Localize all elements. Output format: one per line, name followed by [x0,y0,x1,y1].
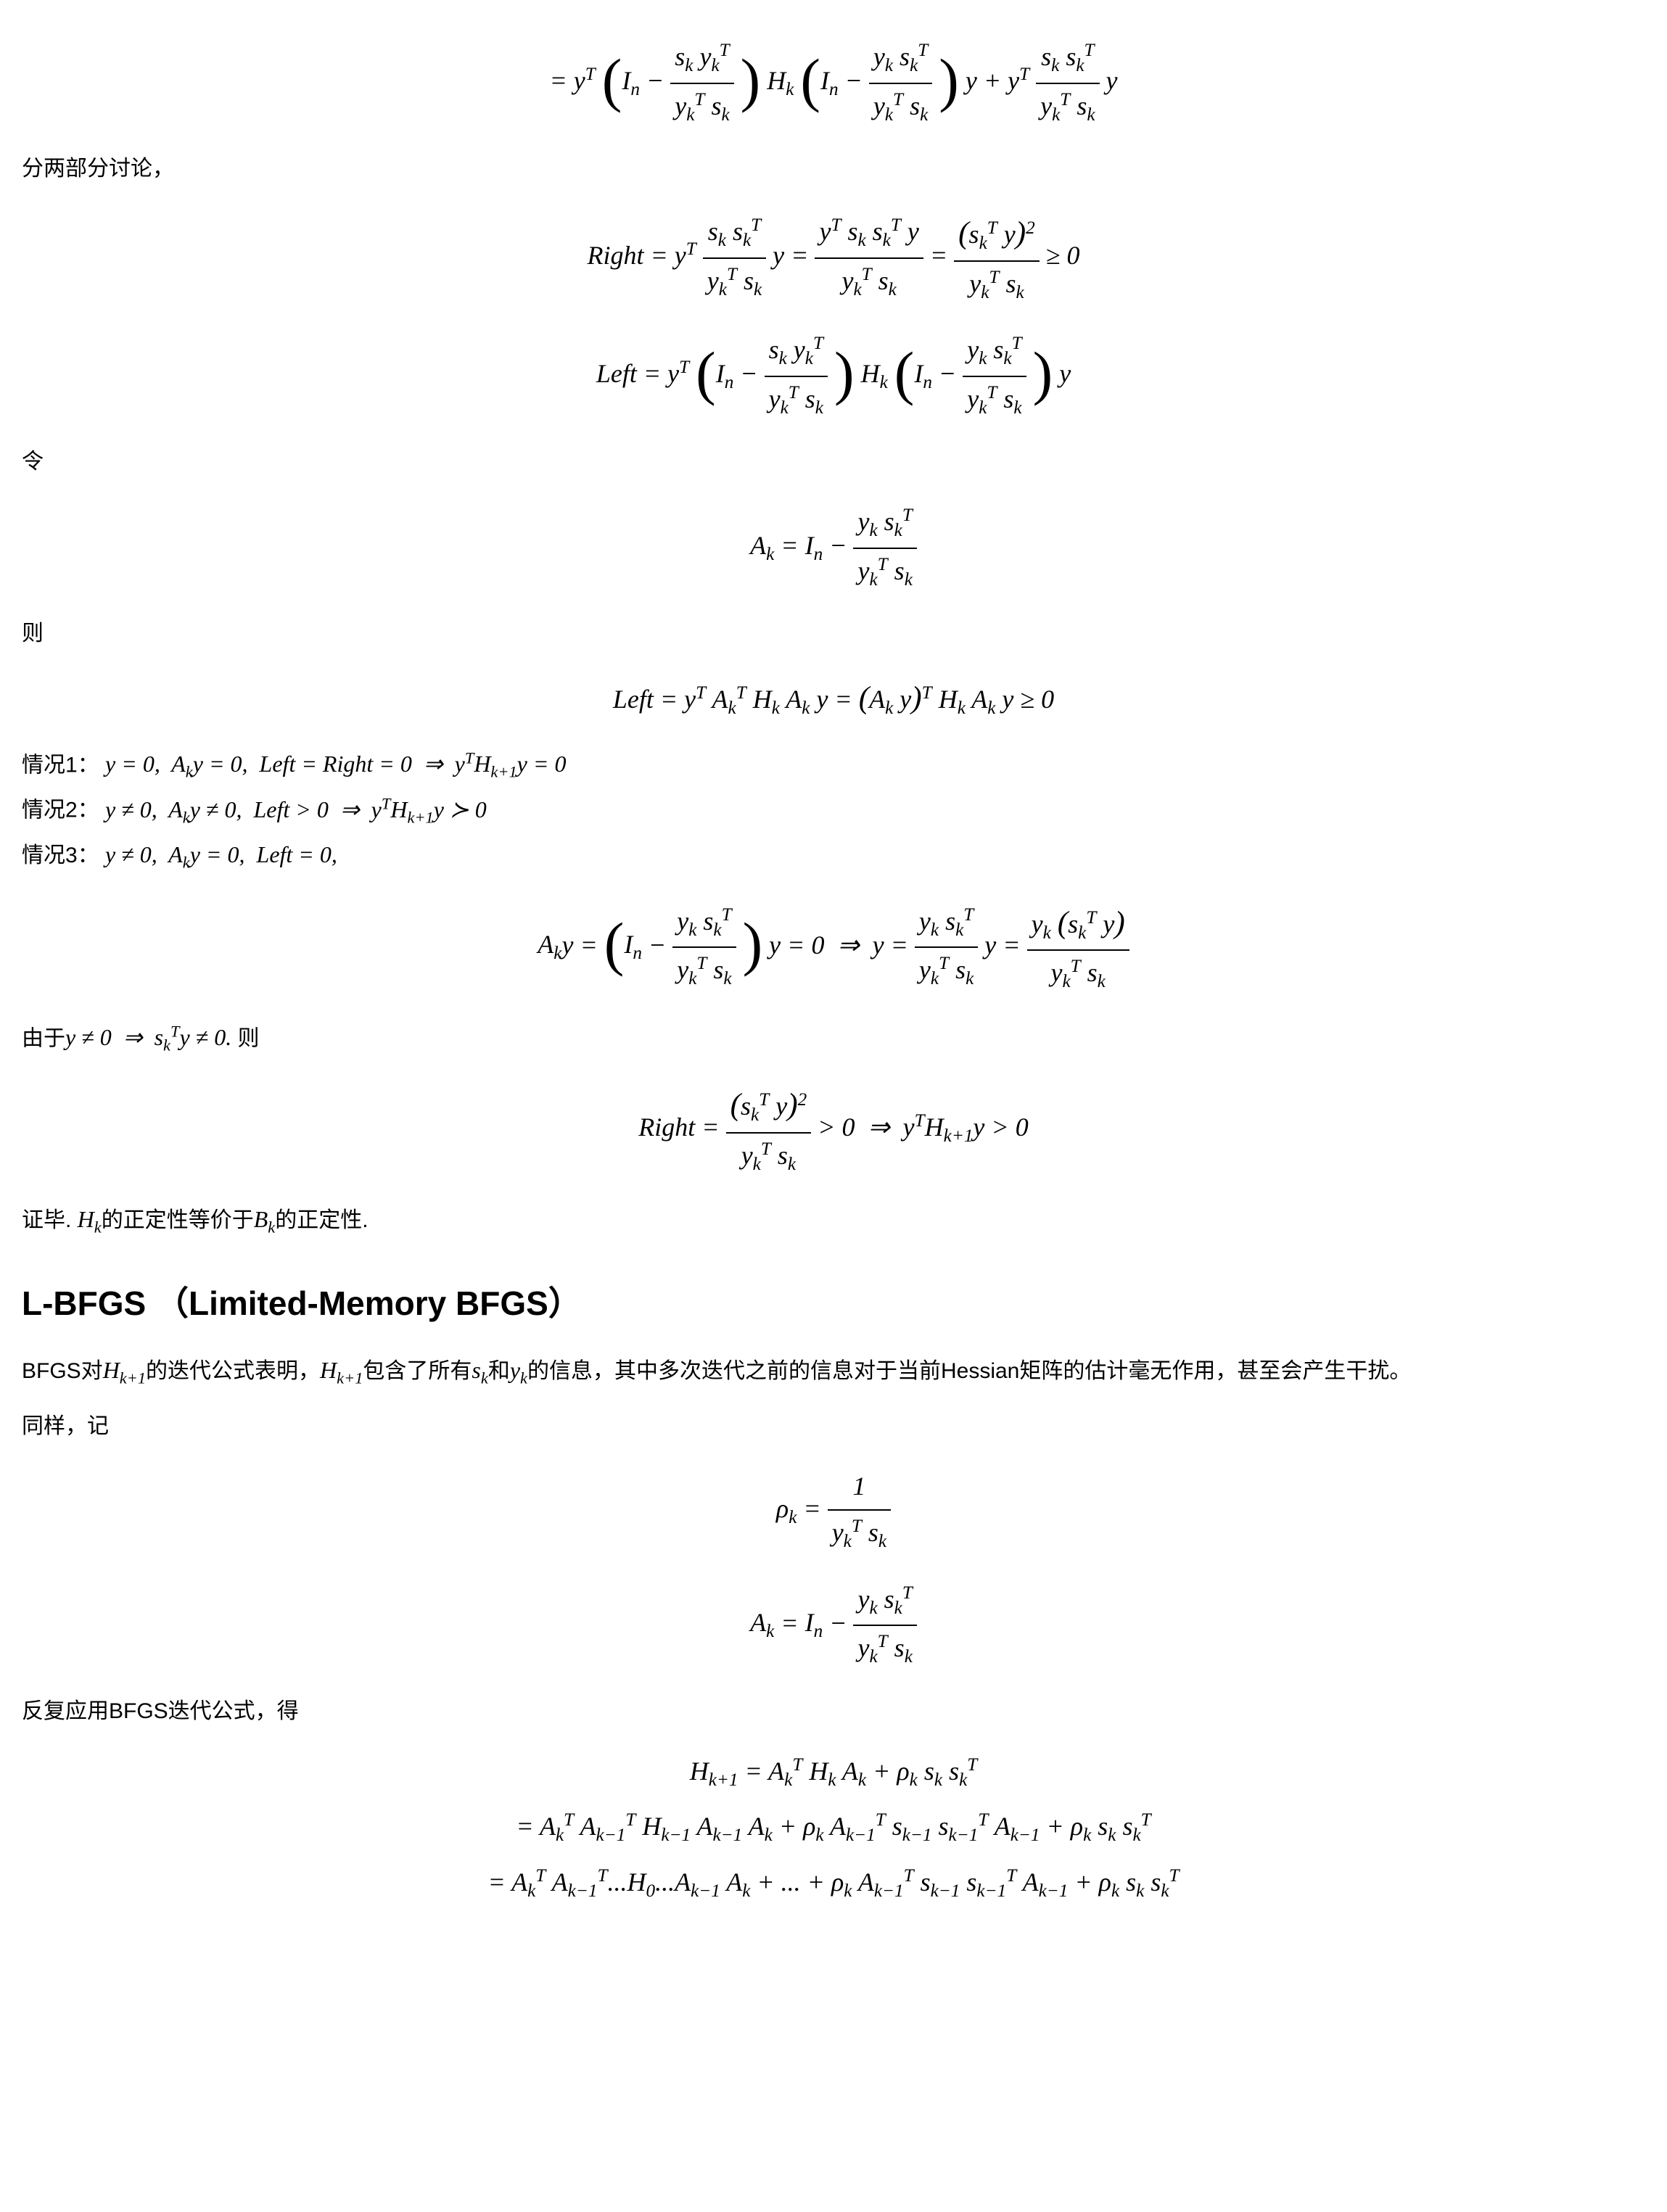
text5-pre: 证毕. [22,1208,78,1232]
eq-Ak: Ak = In − yk skTykT sk [22,501,1645,595]
eq-case3: Aky = (In − yk skTykT sk ) y = 0 ⇒ y = y… [22,898,1645,997]
text6-pre: BFGS对 [22,1359,103,1383]
text-repeat: 反复应用BFGS迭代公式，得 [22,1694,1645,1729]
eq-final2: = AkT Ak−1T Hk−1 Ak−1 Ak + ρk Ak−1T sk−1… [22,1806,1645,1851]
eq-right: Right = yT sk skTykT sk y = yT sk skT yy… [22,208,1645,308]
text-then: 则 [22,616,1645,651]
eq-rho: ρk = 1ykT sk [22,1466,1645,1556]
text6-post: 的信息，其中多次迭代之前的信息对于当前Hessian矩阵的估计毫无作用，甚至会产… [527,1359,1411,1383]
eq-left: Left = yT (In − sk ykTykT sk ) Hk (In − … [22,329,1645,423]
text-since: 由于y ≠ 0 ⇒ skTy ≠ 0. 则 [22,1019,1645,1059]
eq-right2: Right = (skT y)2ykT sk > 0 ⇒ yTHk+1y > 0 [22,1080,1645,1179]
text6-m2: 的迭代公式表明， [146,1359,320,1383]
text6-m6: 和 [488,1359,510,1383]
heading-lbfgs: L-BFGS （Limited-Memory BFGS） [22,1277,1645,1331]
text5-post: 的正定性. [275,1208,368,1232]
text-let: 令 [22,445,1645,479]
text4-post: 则 [231,1026,259,1050]
text-bfgs-desc: BFGS对Hk+1的迭代公式表明，Hk+1包含了所有sk和yk的信息，其中多次迭… [22,1352,1645,1391]
text6-m4: 包含了所有 [363,1359,472,1383]
text5-mid2: 的正定性等价于 [102,1208,254,1232]
case2-label: 情况2： [22,798,99,822]
eq-left2: Left = yT AkT Hk Ak y = (Ak y)T Hk Ak y … [22,673,1645,724]
eq-final3: = AkT Ak−1T...H0...Ak−1 Ak + ... + ρk Ak… [22,1862,1645,1907]
case-1: 情况1： y = 0, Aky = 0, Left = Right = 0 ⇒ … [22,746,1645,785]
eq-final1: Hk+1 = AkT Hk Ak + ρk sk skT [22,1751,1645,1796]
eq-Ak2: Ak = In − yk skTykT sk [22,1579,1645,1672]
text-two-parts: 分两部分讨论， [22,152,1645,186]
text4-pre: 由于 [22,1026,65,1050]
case3-label: 情况3： [22,843,99,867]
case-3: 情况3： y ≠ 0, Aky = 0, Left = 0, [22,836,1645,875]
eq-top: = yT (In − sk ykTykT sk ) Hk (In − yk sk… [22,36,1645,130]
text-qed: 证毕. Hk的正定性等价于Bk的正定性. [22,1201,1645,1240]
text-likewise: 同样，记 [22,1409,1645,1444]
case1-label: 情况1： [22,753,99,777]
case-2: 情况2： y ≠ 0, Aky ≠ 0, Left > 0 ⇒ yTHk+1y … [22,791,1645,830]
